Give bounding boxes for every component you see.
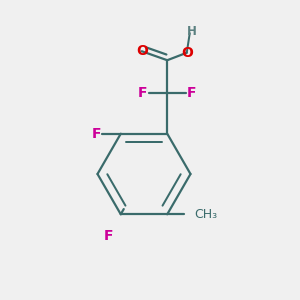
Text: F: F bbox=[187, 86, 196, 100]
Text: F: F bbox=[92, 127, 101, 141]
Text: H: H bbox=[187, 25, 197, 38]
Text: O: O bbox=[181, 46, 193, 60]
Text: F: F bbox=[104, 229, 113, 243]
Text: CH₃: CH₃ bbox=[194, 208, 218, 221]
Text: O: O bbox=[136, 44, 148, 58]
Text: F: F bbox=[138, 86, 147, 100]
